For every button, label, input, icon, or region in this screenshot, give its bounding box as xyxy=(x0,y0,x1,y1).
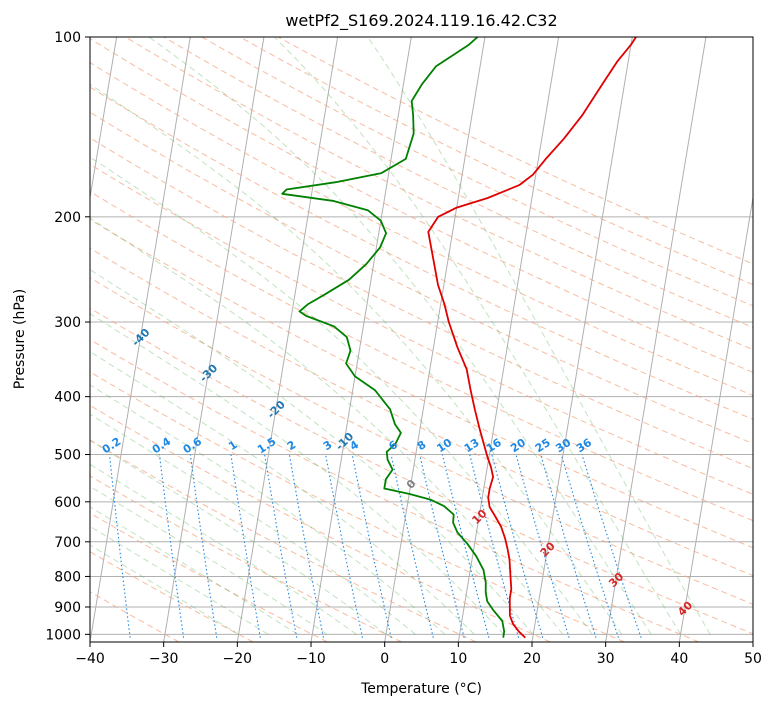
x-tick-label: 40 xyxy=(670,651,688,667)
moist-adiabat-line xyxy=(148,37,652,635)
moist-adiabat-line xyxy=(90,351,475,635)
mixing-ratio-line xyxy=(108,454,131,638)
temperature-profile xyxy=(427,37,637,639)
isotherm-line xyxy=(384,37,486,642)
y-tick-label: 100 xyxy=(54,30,81,46)
isotherm-line xyxy=(457,37,560,642)
y-axis: 100 200 300 400 500 600 700 800 900 1000 xyxy=(45,30,90,643)
dry-adiabat-line xyxy=(90,163,753,495)
dry-adiabat-line xyxy=(90,137,753,470)
x-tick-label: −10 xyxy=(296,651,326,667)
dry-adiabat-line xyxy=(90,475,402,642)
mixing-ratio-line xyxy=(441,454,490,638)
mixing-ratio-line xyxy=(189,454,218,638)
x-tick-label: 0 xyxy=(380,651,389,667)
moist-adiabat-line xyxy=(367,37,711,635)
dewpoint-profile xyxy=(281,37,506,638)
mixing-ratio-line xyxy=(325,454,364,638)
y-tick-label: 900 xyxy=(54,600,81,616)
dry-adiabat-line xyxy=(90,277,753,605)
y-tick-label: 300 xyxy=(54,315,81,331)
dry-adiabat-line xyxy=(90,86,753,420)
dry-adiabat-line xyxy=(90,404,551,642)
y-tick-label: 200 xyxy=(54,210,81,226)
dry-adiabat-line xyxy=(90,62,753,397)
moist-adiabat-line xyxy=(90,384,446,635)
dry-adiabat-line xyxy=(90,111,753,445)
dry-adiabat-line xyxy=(277,37,753,265)
moist-adiabat-line xyxy=(90,83,623,635)
y-tick-label: 600 xyxy=(54,495,81,511)
x-tick-label: 10 xyxy=(449,651,467,667)
mixing-ratio-line xyxy=(158,454,185,638)
dry-adiabat-line xyxy=(90,512,328,642)
dry-adiabat-line xyxy=(125,37,753,351)
isotherm-line xyxy=(90,37,118,201)
moist-adiabat-line xyxy=(90,463,357,635)
isotherm-line xyxy=(90,37,191,642)
x-axis-label: Temperature (°C) xyxy=(360,681,482,697)
dry-adiabat-line xyxy=(163,37,753,329)
moist-adiabat-line xyxy=(274,37,682,635)
isotherm-line xyxy=(163,37,265,642)
x-tick-label: −40 xyxy=(75,651,105,667)
dry-adiabat-line xyxy=(90,371,625,642)
plot-frame xyxy=(89,36,754,643)
mixing-ratio-line xyxy=(491,454,544,638)
mixing-ratio-line xyxy=(419,454,465,638)
background-lines xyxy=(90,37,753,642)
y-tick-label: 1000 xyxy=(45,627,81,643)
dry-adiabat-line xyxy=(201,37,753,307)
moist-adiabat-line xyxy=(90,156,593,635)
mixing-ratio-line xyxy=(288,454,324,638)
dry-adiabat-line xyxy=(90,38,753,373)
mixing-ratio-line xyxy=(469,454,520,638)
isotherm-line xyxy=(236,37,339,642)
moist-adiabat-line xyxy=(90,439,387,635)
y-tick-label: 500 xyxy=(54,448,81,464)
mixing-ratio-line xyxy=(390,454,434,638)
x-tick-label: 30 xyxy=(597,651,615,667)
y-tick-label: 700 xyxy=(54,535,81,551)
mixing-ratio-line xyxy=(351,454,392,638)
dry-adiabat-line xyxy=(239,37,753,286)
y-tick-label: 800 xyxy=(54,569,81,585)
x-tick-label: −30 xyxy=(149,651,179,667)
moist-adiabat-line xyxy=(90,544,239,635)
moist-adiabat-line xyxy=(90,217,564,635)
x-tick-label: 20 xyxy=(523,651,541,667)
moist-adiabat-line xyxy=(90,525,269,635)
dry-adiabat-line xyxy=(90,247,753,577)
isotherm-line xyxy=(531,37,633,642)
isotherm-line xyxy=(310,37,412,642)
series-layer xyxy=(281,37,637,639)
x-axis: −40 −30 −20 −10 0 10 20 30 40 50 xyxy=(75,642,762,667)
chart-title: wetPf2_S169.2024.119.16.42.C32 xyxy=(285,11,557,31)
x-tick-label: −20 xyxy=(223,651,253,667)
x-tick-label: 50 xyxy=(744,651,762,667)
y-tick-label: 400 xyxy=(54,390,81,406)
isotherm-line xyxy=(605,37,707,642)
y-axis-label: Pressure (hPa) xyxy=(12,289,28,389)
